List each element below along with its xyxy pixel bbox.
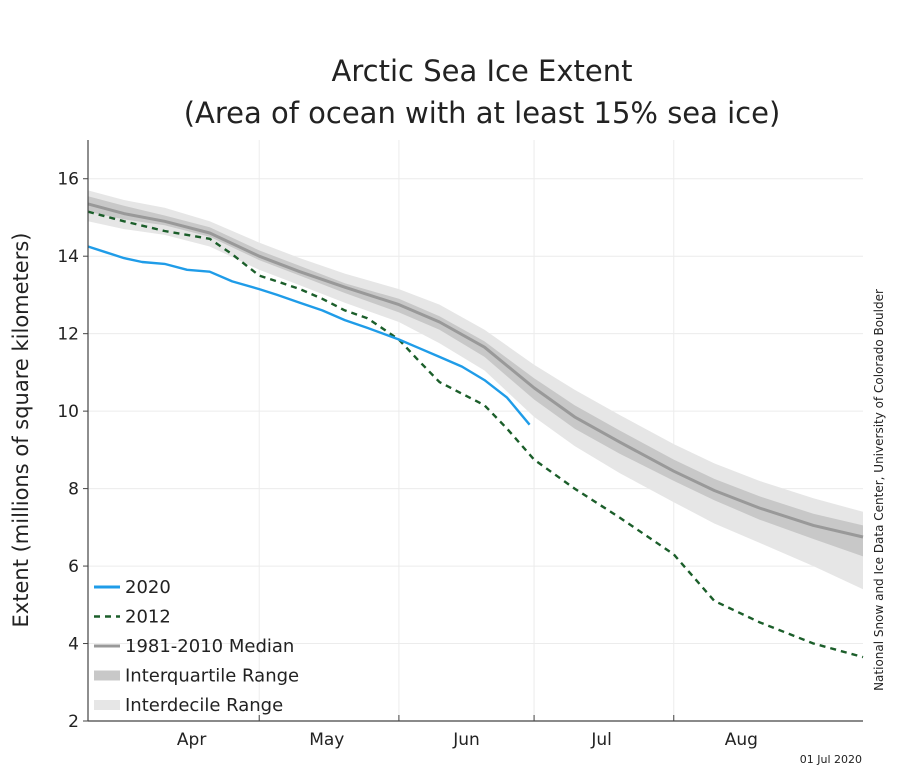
y-tick-label: 16 [57,170,79,190]
y-tick-label: 14 [57,247,79,267]
x-tick-label: Apr [177,730,206,750]
interquartile-band [88,196,863,557]
y-tick-label: 4 [68,635,79,655]
y-tick-label: 12 [57,325,79,345]
interdecile-band [88,190,863,590]
series-line-1981-2010-median [87,202,864,539]
y-tick-label: 6 [68,557,79,577]
chart-title: Arctic Sea Ice Extent [332,54,633,88]
x-tick-label: Jul [590,730,612,750]
y-tick-label: 2 [68,712,79,732]
credit-text: National Snow and Ice Data Center, Unive… [872,289,886,691]
series-line-2020 [87,245,531,426]
legend-swatch [94,700,120,710]
x-tick-label: Aug [725,730,758,750]
x-tick-label: Jun [452,730,480,750]
y-tick-label: 8 [68,480,79,500]
legend-label: Interdecile Range [125,695,283,716]
legend-label: 2012 [125,607,171,628]
legend-label: Interquartile Range [125,666,299,687]
y-tick-label: 10 [57,402,79,422]
series-line-2012 [87,210,864,659]
chart-subtitle: (Area of ocean with at least 15% sea ice… [184,96,781,130]
legend-label: 1981-2010 Median [125,636,294,657]
date-label: 01 Jul 2020 [800,753,862,766]
x-tick-label: May [309,730,344,750]
legend: 2020 2012 1981-2010 Median Interquartile Ra… [94,577,299,716]
legend-swatch [94,670,120,681]
plot-area: 2 4 6 8 10 12 14 16 Apr May Jun Jul Aug [57,140,864,750]
y-axis-label: Extent (millions of square kilometers) [9,233,33,628]
legend-label: 2020 [125,577,171,598]
